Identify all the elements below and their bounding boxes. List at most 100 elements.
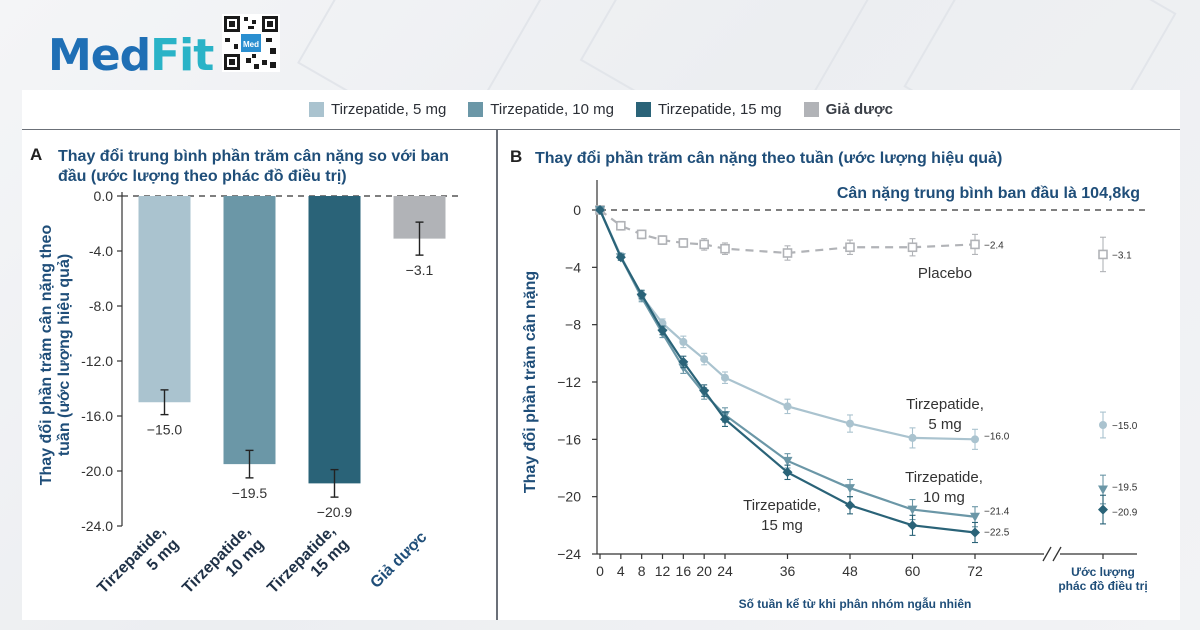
qr-code-icon[interactable]: Med <box>222 14 280 72</box>
chart-card: Tirzepatide, 5 mg Tirzepatide, 10 mg Tir… <box>22 90 1180 620</box>
legend-label: Tirzepatide, 15 mg <box>657 101 782 118</box>
legend-label: Tirzepatide, 10 mg <box>490 101 614 118</box>
series-group: −21.4 −19.5 <box>595 206 1138 528</box>
series-label-tirz5-line2: 5 mg <box>928 416 961 433</box>
data-point <box>845 500 855 511</box>
series-end-label: −21.4 <box>984 507 1010 518</box>
treatment-value-label: −20.9 <box>1112 508 1138 519</box>
data-point <box>1099 421 1107 429</box>
legend-label: Giả dược <box>825 101 894 118</box>
data-point <box>679 337 688 346</box>
data-point <box>678 356 689 367</box>
brand-logo[interactable]: MedFit <box>48 30 214 81</box>
legend-label: Tirzepatide, 5 mg <box>330 101 447 118</box>
category-label-line1: Giả dược <box>367 529 430 592</box>
category-label-group: Tirzepatide,5 mg <box>94 522 182 597</box>
data-point <box>1098 249 1108 260</box>
legend-item: Tirzepatide, 10 mg <box>468 101 614 118</box>
panel-b-y-tick-label: −20 <box>557 489 581 505</box>
data-point <box>595 205 605 215</box>
panel-a-y-tick-label: -16.0 <box>81 408 113 424</box>
bar-value-label: −20.9 <box>317 504 353 520</box>
qr-label: Med <box>243 40 259 49</box>
data-point <box>846 419 854 428</box>
series-label-tirz15-line2: 15 mg <box>761 517 803 534</box>
panel-divider <box>496 130 498 620</box>
category-label-group: Tirzepatide,15 mg <box>264 522 352 597</box>
data-point <box>615 252 626 263</box>
category-label-group: Tirzepatide,10 mg <box>179 522 267 597</box>
bar-value-label: −15.0 <box>147 422 183 438</box>
legend-swatch <box>308 102 324 117</box>
legend: Tirzepatide, 5 mg Tirzepatide, 10 mg Tir… <box>22 90 1180 130</box>
data-point <box>971 435 979 444</box>
panel-b-y-tick-label: 0 <box>573 202 581 218</box>
axis-break-mark <box>1042 546 1052 562</box>
data-point <box>970 512 980 522</box>
data-point <box>908 433 917 442</box>
panel-b-x-tick-label: 20 <box>696 563 712 579</box>
data-point <box>907 505 918 515</box>
series-label-tirz10-line2: 10 mg <box>923 489 965 506</box>
data-point <box>907 242 918 253</box>
data-point <box>636 229 647 240</box>
series-label-placebo: Placebo <box>918 265 972 282</box>
legend-item: Tirzepatide, 15 mg <box>635 101 782 118</box>
legend-item: Tirzepatide, 5 mg <box>308 101 447 118</box>
panel-b-x-tick-label: 48 <box>842 563 858 579</box>
data-point <box>845 484 855 494</box>
panel-a-title-line2: đầu (ước lượng theo phác đồ điều trị) <box>58 168 347 185</box>
panel-b-x-tick-label: 16 <box>676 563 692 579</box>
series-end-label: −22.5 <box>984 528 1010 539</box>
data-point <box>782 248 793 258</box>
panel-a-ylabel-line2: tuần (ước lượng hiệu quả) <box>56 254 73 456</box>
panel-b-x-tick-label: 4 <box>617 563 625 579</box>
panel-b-ylabel: Thay đổi phần trăm cân nặng <box>521 271 539 493</box>
bar <box>223 196 276 465</box>
panel-b-y-tick-label: −8 <box>565 317 581 333</box>
data-point <box>970 239 980 250</box>
bar <box>138 196 191 403</box>
series-label-tirz5-line1: Tirzepatide, <box>906 396 984 413</box>
panel-a-title-line1: Thay đổi trung bình phần trăm cân nặng s… <box>58 147 449 165</box>
brand-name-part1: Med <box>48 30 151 81</box>
data-point <box>1098 485 1108 495</box>
panel-a-y-tick-label: -12.0 <box>81 353 113 369</box>
panel-b-xlabel: Số tuần kể từ khi phân nhóm ngẫu nhiên <box>739 596 972 611</box>
data-point <box>720 414 730 425</box>
legend-swatch <box>468 102 484 117</box>
data-point <box>721 373 729 382</box>
series-end-label: −2.4 <box>984 240 1004 251</box>
panel-a-y-tick-label: -4.0 <box>89 243 113 259</box>
treatment-value-label: −19.5 <box>1112 483 1138 494</box>
brand-name-part2: Fit <box>150 30 214 81</box>
series-group: −22.5 −20.9 <box>595 205 1138 544</box>
data-point <box>907 520 918 531</box>
panel-b-y-tick-label: −4 <box>565 259 581 275</box>
panel-b-x-tick-label: 36 <box>780 563 796 579</box>
panel-a-y-tick-label: -8.0 <box>89 298 113 314</box>
data-point <box>845 242 855 253</box>
data-point <box>1098 504 1108 515</box>
panel-a-y-tick-label: -24.0 <box>81 518 113 534</box>
panel-a-ylabel-line1: Thay đổi phần trăm cân nặng theo <box>37 225 55 486</box>
panel-b-title: Thay đổi phần trăm cân nặng theo tuần (ư… <box>535 149 1002 167</box>
treatment-value-label: −3.1 <box>1112 250 1132 261</box>
treatment-value-label: −15.0 <box>1112 421 1138 432</box>
series-group: −2.4 −3.1 <box>595 205 1132 273</box>
category-label-group: Giả dược <box>367 529 430 592</box>
series-label-tirz15-line1: Tirzepatide, <box>743 497 821 514</box>
data-point <box>657 235 668 245</box>
data-point <box>782 467 793 478</box>
bar-value-label: −3.1 <box>406 262 434 278</box>
data-point <box>782 456 793 466</box>
panel-b-x-tick-label: 8 <box>638 563 646 579</box>
data-point <box>636 289 647 300</box>
panel-b-x-tick-label: 24 <box>717 563 733 579</box>
panel-a-y-tick-label: 0.0 <box>94 188 114 204</box>
panel-a-bar-chart: A Thay đổi trung bình phần trăm cân nặng… <box>30 145 462 597</box>
series-label-tirz10-line1: Tirzepatide, <box>905 469 983 486</box>
panel-b-y-tick-label: −24 <box>557 546 581 562</box>
series-end-label: −16.0 <box>984 431 1010 442</box>
panel-b-x-tick-label: 60 <box>905 563 921 579</box>
